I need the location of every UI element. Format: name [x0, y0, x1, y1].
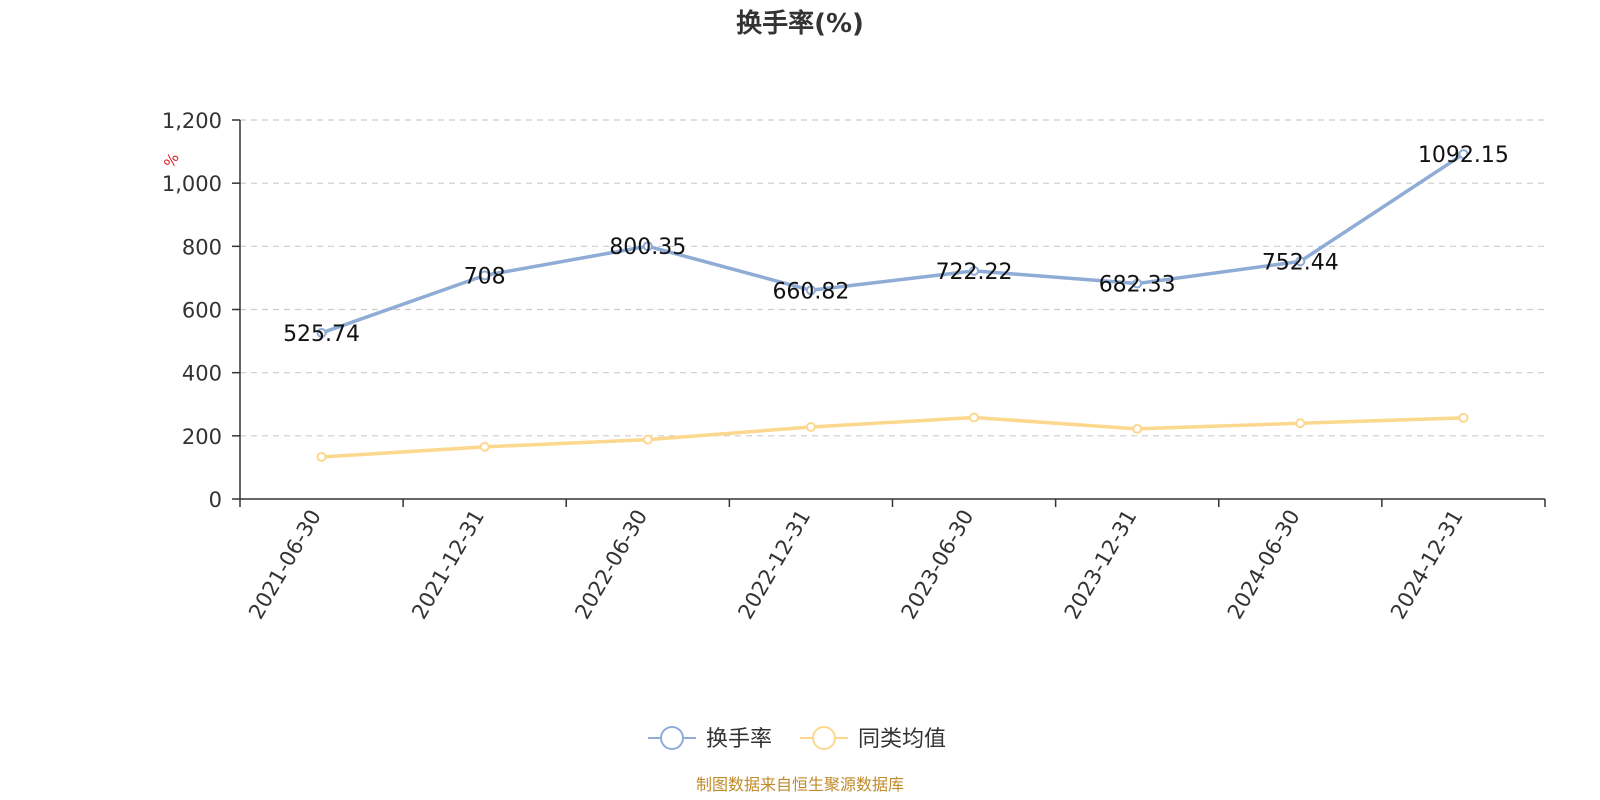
- legend[interactable]: 换手率 同类均值: [648, 726, 946, 752]
- x-tick-label: 2021-06-30: [244, 506, 326, 624]
- data-point[interactable]: [479, 441, 490, 452]
- y-tick-label: 1,000: [162, 172, 222, 196]
- legend-item-turnover-rate[interactable]: 换手率: [648, 726, 772, 752]
- x-tick-label: 2023-06-30: [897, 506, 979, 624]
- x-tick-label: 2021-12-31: [407, 506, 489, 624]
- source-note: 制图数据来自恒生聚源数据库: [696, 775, 904, 794]
- data-label: 800.35: [609, 235, 686, 260]
- y-tick-label: 600: [182, 299, 222, 323]
- data-point[interactable]: [642, 241, 653, 252]
- data-label: 708: [464, 264, 506, 289]
- y-axis: 0 200 400 600 800 1,000 1,200: [162, 109, 241, 512]
- series-line: [321, 415, 1464, 459]
- x-tick-label: 2022-12-31: [733, 506, 815, 624]
- x-tick-label: 2024-06-30: [1223, 506, 1305, 624]
- data-point[interactable]: [805, 285, 816, 296]
- legend-label: 同类均值: [858, 727, 946, 752]
- legend-marker-icon: [812, 726, 836, 750]
- data-point[interactable]: [1295, 256, 1306, 267]
- series-peer-average: [316, 412, 1469, 462]
- data-point[interactable]: [1458, 149, 1469, 160]
- x-tick-label: 2024-12-31: [1386, 506, 1468, 624]
- series-line: [320, 152, 1465, 335]
- y-axis-unit-label: %: [160, 150, 183, 171]
- data-label: 660.82: [772, 279, 849, 304]
- grid-lines: [240, 119, 1545, 437]
- data-label: 525.74: [283, 322, 360, 347]
- data-point[interactable]: [479, 270, 490, 281]
- data-point[interactable]: [1295, 418, 1306, 429]
- y-tick-label: 800: [182, 235, 222, 259]
- x-axis: 2021-06-30 2021-12-31 2022-06-30 2022-12-31…: [239, 498, 1546, 624]
- data-point[interactable]: [316, 451, 327, 462]
- data-label: 722.22: [936, 260, 1013, 285]
- data-point[interactable]: [969, 265, 980, 276]
- legend-label: 换手率: [706, 727, 772, 752]
- data-label: 1092.15: [1418, 143, 1509, 168]
- data-point[interactable]: [969, 412, 980, 423]
- data-point[interactable]: [1132, 278, 1143, 289]
- data-point[interactable]: [1458, 412, 1469, 423]
- x-tick-label: 2023-12-31: [1060, 506, 1142, 624]
- data-label: 682.33: [1099, 272, 1176, 297]
- x-tick-label: 2022-06-30: [570, 506, 652, 624]
- y-tick-label: 1,200: [162, 109, 222, 133]
- legend-marker-icon: [660, 726, 684, 750]
- data-point[interactable]: [316, 327, 327, 338]
- y-tick-label: 200: [182, 425, 222, 449]
- data-point[interactable]: [642, 434, 653, 445]
- y-tick-label: 0: [209, 488, 222, 512]
- series-group: 525.74 708 800.35 660.82 722.22 682.33 752.44 1…: [283, 143, 1509, 462]
- legend-item-peer-average[interactable]: 同类均值: [800, 726, 946, 752]
- data-point[interactable]: [1132, 423, 1143, 434]
- data-point[interactable]: [805, 421, 816, 432]
- y-tick-label: 400: [182, 362, 222, 386]
- series-turnover-rate: 525.74 708 800.35 660.82 722.22 682.33 752.44 1…: [283, 143, 1509, 347]
- data-label: 752.44: [1262, 250, 1339, 275]
- chart-title: 换手率(%): [736, 8, 864, 39]
